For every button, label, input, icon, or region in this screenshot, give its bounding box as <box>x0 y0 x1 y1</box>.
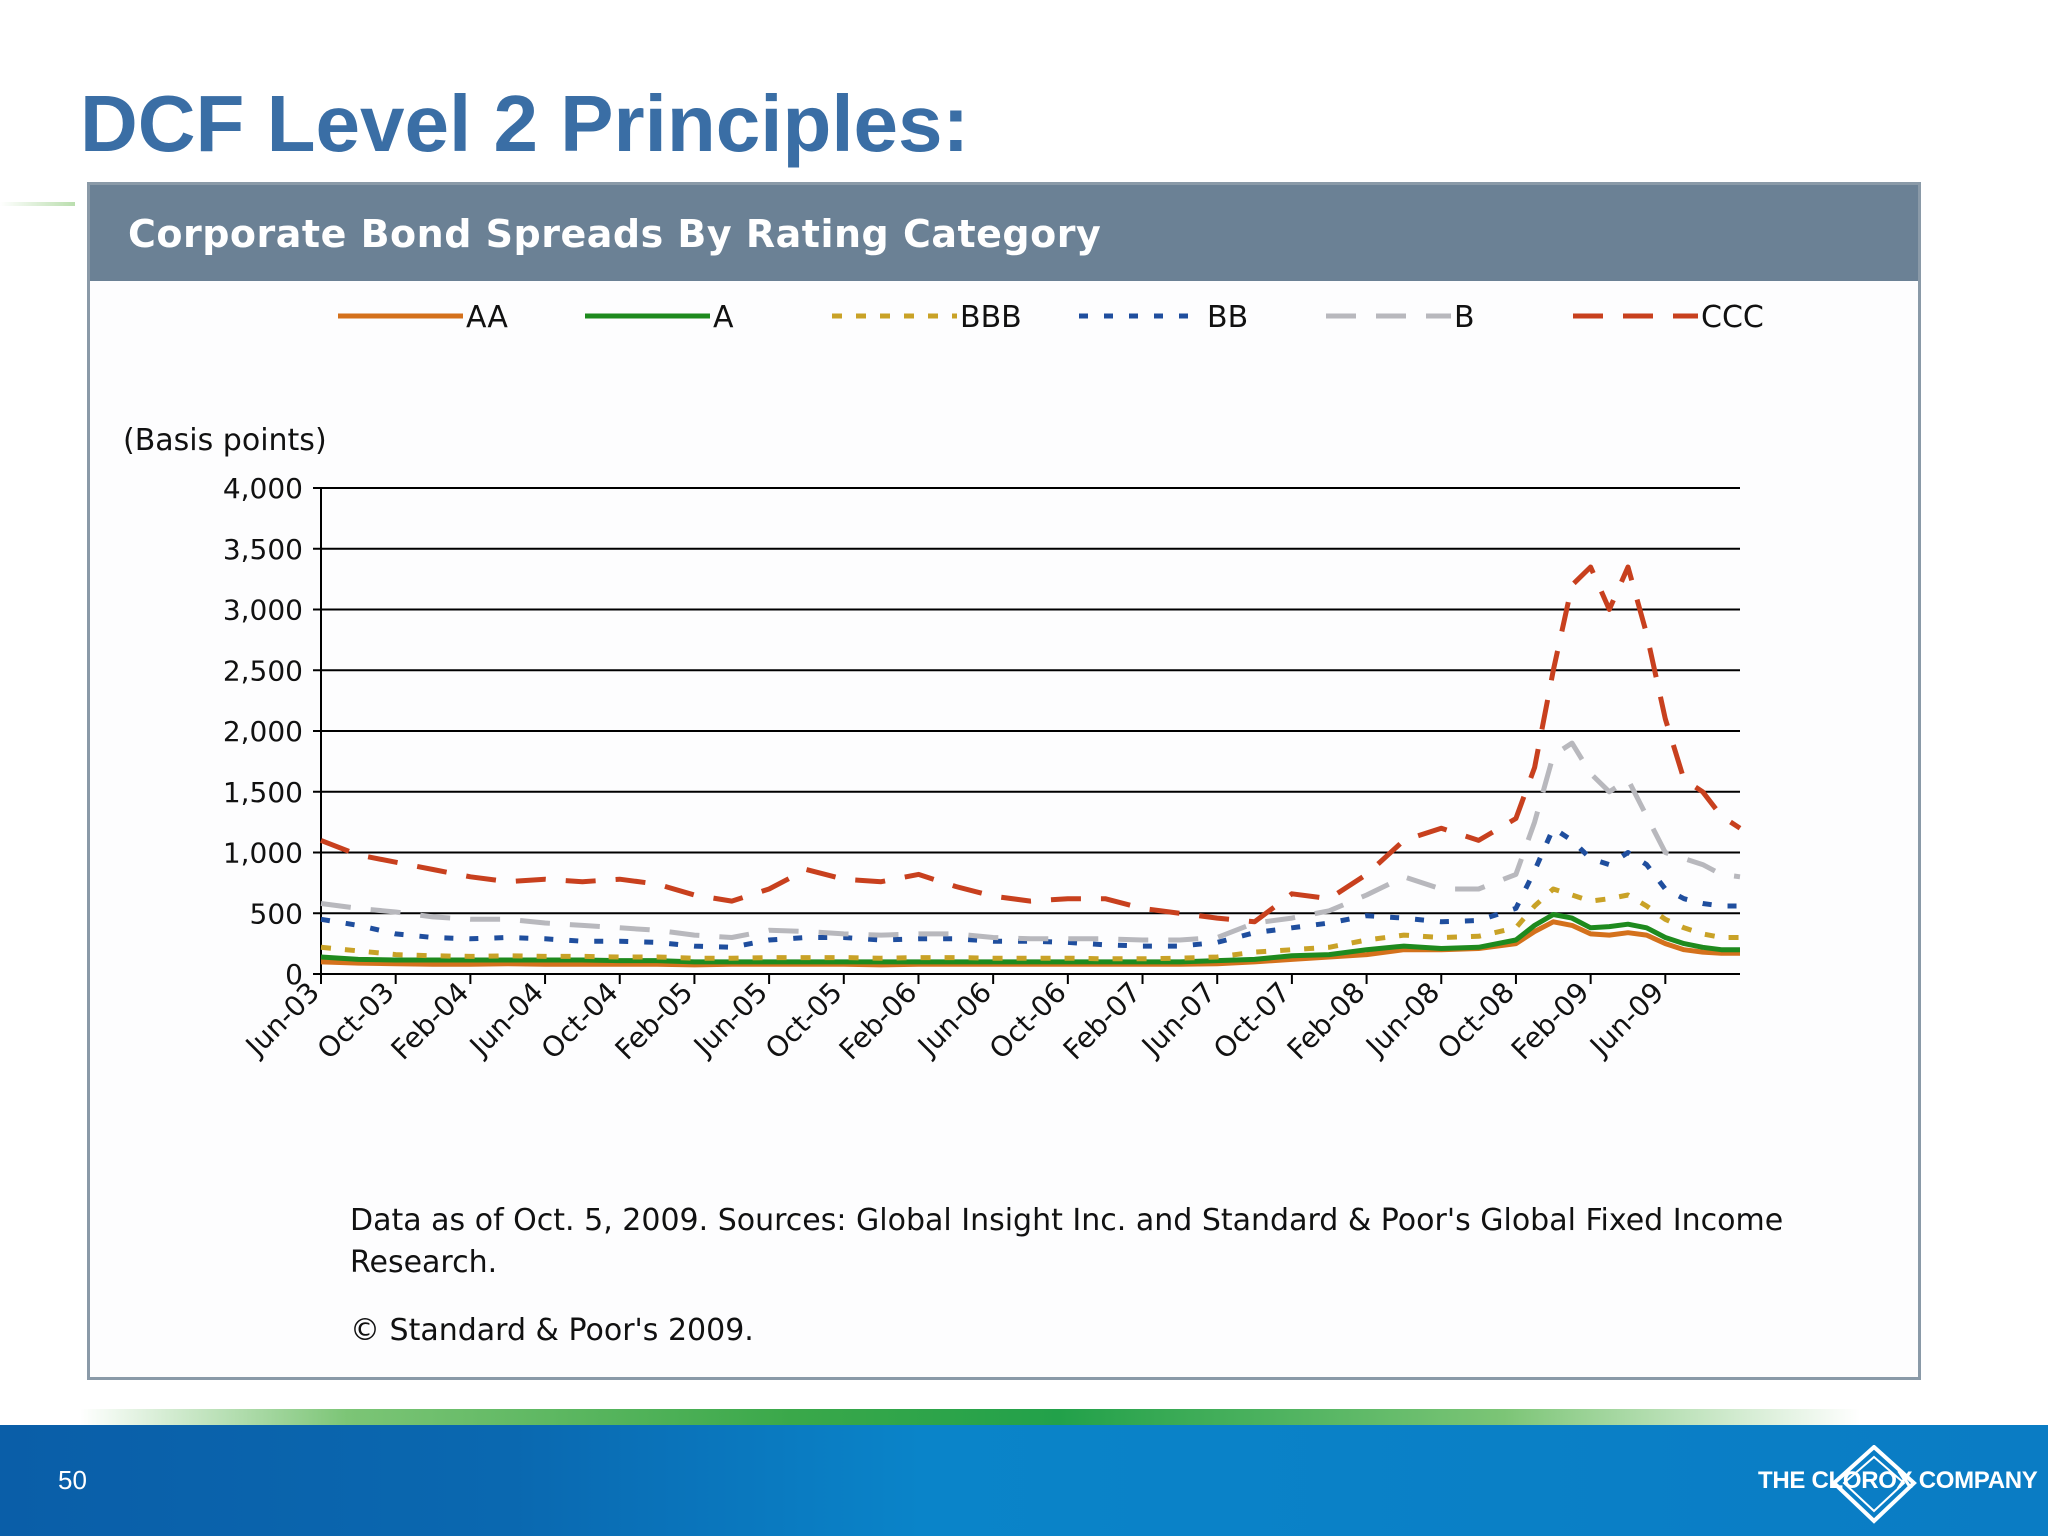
legend-label-b: B <box>1454 300 1475 335</box>
legend-label-bb: BB <box>1207 300 1248 335</box>
footer-bar: 50 THE CLOROX COMPANY <box>0 1425 2048 1536</box>
series-line-bbb <box>320 886 1740 962</box>
x-tick-label: Jun-05 <box>686 976 774 1064</box>
y-axis-label: (Basis points) <box>123 423 327 458</box>
x-tick-label: Feb-04 <box>385 976 476 1067</box>
x-tick-label: Oct-07 <box>1207 976 1297 1066</box>
y-tick-label: 0 <box>285 958 303 991</box>
x-tick-label: Feb-06 <box>833 976 924 1067</box>
x-tick-label: Jun-07 <box>1134 976 1222 1064</box>
y-tick-label: 3,500 <box>223 533 303 566</box>
x-tick-label: Feb-05 <box>609 976 700 1067</box>
title-accent-line <box>0 202 75 206</box>
legend-label-bbb: BBB <box>960 300 1022 335</box>
x-tick-label: Oct-06 <box>983 976 1073 1066</box>
y-tick-label: 3,000 <box>223 594 303 627</box>
x-tick-label: Jun-09 <box>1582 976 1670 1064</box>
series-line-bb <box>320 825 1740 950</box>
slide-title: DCF Level 2 Principles: <box>80 79 970 168</box>
x-tick-label: Oct-03 <box>311 976 401 1066</box>
company-name: THE CLOROX COMPANY <box>1758 1467 2038 1494</box>
chart-header: Corporate Bond Spreads By Rating Categor… <box>90 185 1918 281</box>
x-tick-label: Oct-05 <box>759 976 849 1066</box>
legend-label-a: A <box>713 300 734 335</box>
y-tick-label: 1,000 <box>223 837 303 870</box>
legend-label-aa: AA <box>466 300 508 335</box>
x-tick-label: Oct-04 <box>535 976 625 1066</box>
clorox-diamond-icon <box>1831 1445 1917 1524</box>
footer-accent-bar <box>80 1409 1860 1425</box>
chart-notes: Data as of Oct. 5, 2009. Sources: Global… <box>350 1200 1870 1378</box>
series-line-b <box>320 740 1741 943</box>
y-tick-label: 2,000 <box>223 715 303 748</box>
y-tick-label: 2,500 <box>223 654 303 687</box>
y-tick-label: 1,500 <box>223 776 303 809</box>
source-note: Data as of Oct. 5, 2009. Sources: Global… <box>350 1203 1784 1280</box>
legend-label-ccc: CCC <box>1701 300 1764 335</box>
x-tick-label: Feb-09 <box>1505 976 1596 1067</box>
company-logo: THE CLOROX COMPANY <box>1752 1445 2038 1525</box>
page-number: 50 <box>58 1465 87 1495</box>
x-tick-label: Jun-06 <box>910 976 998 1064</box>
series-line-ccc <box>320 564 1742 925</box>
copyright-note: © Standard & Poor's 2009. <box>350 1313 754 1348</box>
x-tick-label: Feb-08 <box>1281 976 1372 1067</box>
series-line-a <box>320 912 1740 965</box>
y-tick-label: 500 <box>250 897 303 930</box>
x-tick-label: Feb-07 <box>1057 976 1148 1067</box>
chart-panel: Corporate Bond Spreads By Rating Categor… <box>87 182 1921 1380</box>
x-tick-label: Jun-04 <box>462 976 550 1064</box>
x-tick-label: Oct-08 <box>1431 976 1521 1066</box>
bond-spreads-chart: 0 500 1,000 1,500 2,000 2,500 3,000 3,500 4,000 (… <box>123 300 1764 1067</box>
chart-title: Corporate Bond Spreads By Rating Categor… <box>128 212 1102 256</box>
x-tick-label: Jun-08 <box>1358 976 1446 1064</box>
x-tick-label: Jun-03 <box>238 976 326 1064</box>
y-tick-label: 4,000 <box>223 472 303 505</box>
